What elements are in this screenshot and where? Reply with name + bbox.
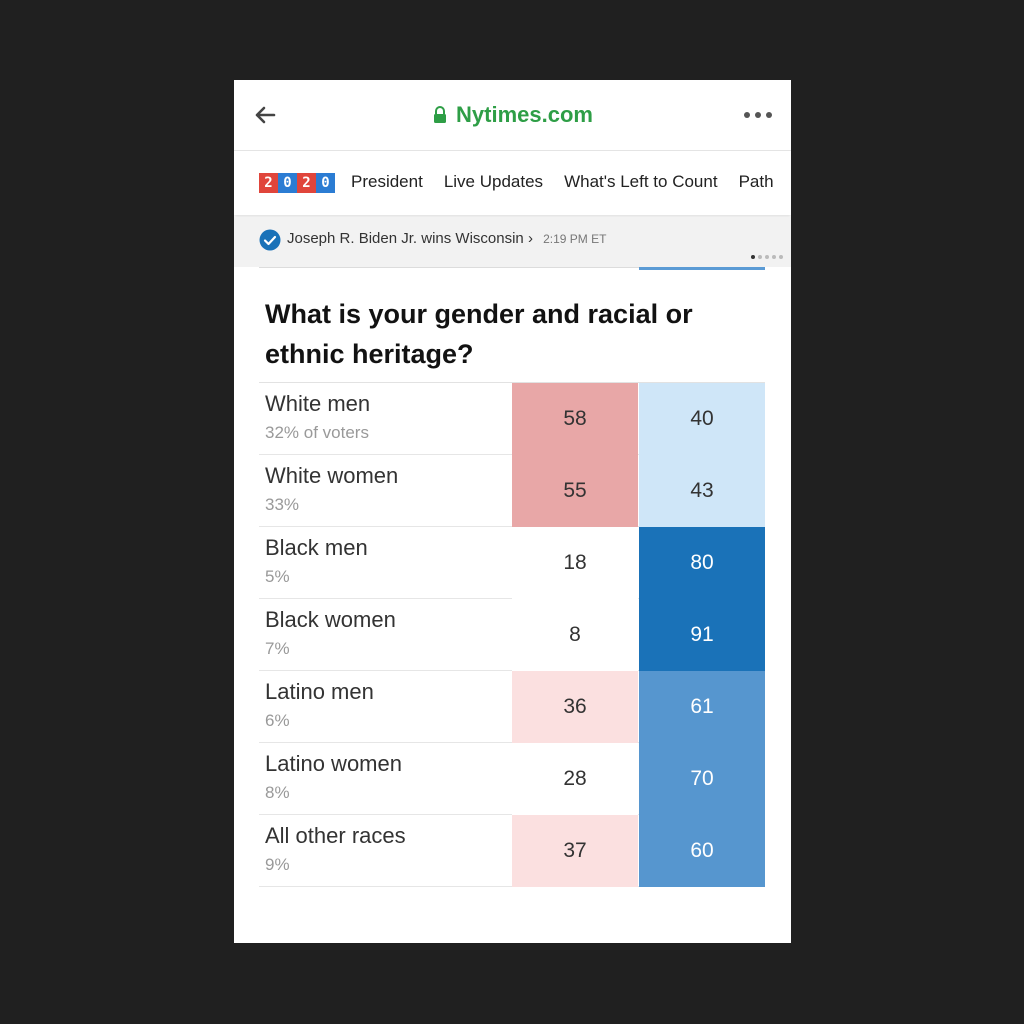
browser-address-bar: Nytimes.com bbox=[234, 80, 791, 151]
check-circle-icon bbox=[259, 229, 281, 251]
more-options-icon[interactable] bbox=[743, 107, 773, 123]
alert-headline: Joseph R. Biden Jr. wins Wisconsin bbox=[287, 230, 524, 247]
group-label: Black men bbox=[265, 535, 368, 560]
table-row: Black women 7% 8 91 bbox=[259, 599, 765, 671]
logo-digit: 0 bbox=[316, 173, 335, 193]
url-text: Nytimes.com bbox=[456, 102, 593, 127]
exit-poll-table: White men 32% of voters 58 40 White women 33%… bbox=[259, 382, 765, 887]
group-share: 6% bbox=[265, 711, 290, 730]
table-row: All other races 9% 37 60 bbox=[259, 815, 765, 887]
group-label: White men bbox=[265, 391, 371, 416]
divider bbox=[259, 267, 639, 268]
nav-item-live-updates[interactable]: Live Updates bbox=[443, 172, 544, 191]
table-row: White men 32% of voters 58 40 bbox=[259, 383, 765, 455]
alert-time: 2:19 PM ET bbox=[543, 232, 607, 246]
logo-digit: 0 bbox=[278, 173, 297, 193]
group-label: Latino men bbox=[265, 679, 374, 704]
biden-percent-cell: 40 bbox=[639, 383, 765, 455]
trump-percent-cell: 18 bbox=[512, 527, 638, 599]
biden-percent-cell: 43 bbox=[639, 455, 765, 527]
group-share: 8% bbox=[265, 783, 290, 802]
nav-item-path[interactable]: Path bbox=[738, 172, 774, 191]
group-label: All other races bbox=[265, 823, 406, 848]
alert-chevron: › bbox=[527, 230, 533, 247]
logo-digit: 2 bbox=[297, 173, 316, 193]
alert-bar: Joseph R. Biden Jr. wins Wisconsin › 2:1… bbox=[234, 217, 791, 267]
nav-item-president[interactable]: President bbox=[351, 172, 423, 191]
group-label: Latino women bbox=[265, 751, 402, 776]
trump-percent-cell: 58 bbox=[512, 383, 638, 455]
biden-percent-cell: 61 bbox=[639, 671, 765, 743]
poll-question-title: What is your gender and racial or ethnic… bbox=[265, 299, 693, 369]
group-label: White women bbox=[265, 463, 399, 488]
nav-item-what-s-left-to-count[interactable]: What's Left to Count bbox=[564, 172, 718, 191]
trump-percent-cell: 37 bbox=[512, 815, 638, 887]
carousel-dots bbox=[751, 255, 783, 259]
group-label: Black women bbox=[265, 607, 396, 632]
group-share: 5% bbox=[265, 567, 290, 586]
previous-table-edge bbox=[639, 267, 765, 270]
trump-percent-cell: 8 bbox=[512, 599, 638, 671]
alert-headline-link[interactable]: Joseph R. Biden Jr. wins Wisconsin › 2:1… bbox=[287, 230, 606, 247]
biden-percent-cell: 70 bbox=[639, 743, 765, 815]
biden-percent-cell: 80 bbox=[639, 527, 765, 599]
table-row: Latino women 8% 28 70 bbox=[259, 743, 765, 815]
table-row: Black men 5% 18 80 bbox=[259, 527, 765, 599]
group-share: 9% bbox=[265, 855, 290, 874]
lock-icon bbox=[434, 106, 447, 123]
group-share: 7% bbox=[265, 639, 290, 658]
table-row: Latino men 6% 36 61 bbox=[259, 671, 765, 743]
trump-percent-cell: 36 bbox=[512, 671, 638, 743]
group-share: 33% bbox=[265, 495, 300, 514]
biden-percent-cell: 91 bbox=[639, 599, 765, 671]
trump-percent-cell: 28 bbox=[512, 743, 638, 815]
logo-digit: 2 bbox=[259, 173, 278, 193]
group-share: 32% of voters bbox=[265, 423, 369, 442]
trump-percent-cell: 55 bbox=[512, 455, 638, 527]
nav-items: President Live Updates What's Left to Coun… bbox=[351, 172, 791, 192]
back-arrow-icon[interactable] bbox=[252, 102, 278, 128]
table-row: White women 33% 55 43 bbox=[259, 455, 765, 527]
url-display[interactable]: Nytimes.com bbox=[234, 80, 791, 150]
biden-percent-cell: 60 bbox=[639, 815, 765, 887]
